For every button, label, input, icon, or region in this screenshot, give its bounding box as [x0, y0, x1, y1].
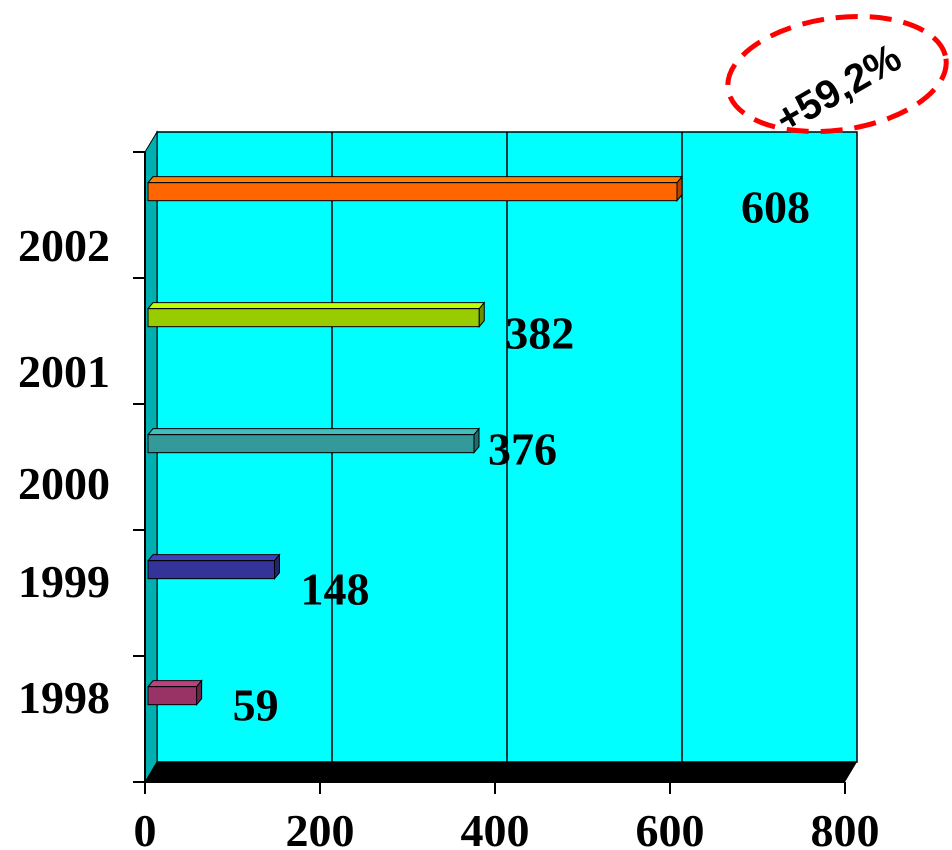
y-ticks [133, 151, 145, 783]
bar-top-face [146, 680, 203, 688]
value-label-2002: 608 [741, 182, 810, 233]
bar-front-face [147, 434, 475, 454]
plot-floor [145, 762, 857, 782]
bar-top-face [146, 428, 481, 436]
bar-front-face [147, 560, 275, 580]
bar-2000 [146, 427, 481, 455]
bar-end-face [274, 553, 280, 581]
x-tick-label: 0 [134, 805, 157, 850]
y-tick-label-1999: 1999 [18, 556, 110, 607]
y-tick-label-2000: 2000 [18, 458, 110, 509]
growth-annotation: +59,2% [725, 13, 949, 142]
bar-2001 [146, 301, 486, 329]
value-labels: 59 148 376 382 608 [233, 182, 810, 731]
x-tick-labels: 0 200 400 600 800 [134, 805, 880, 850]
bar-end-face [676, 175, 683, 203]
bar-front-face [147, 182, 678, 202]
bar-end-face [196, 679, 203, 707]
bar-front-face [147, 686, 198, 706]
value-label-1998: 59 [233, 680, 279, 731]
annotation-text: +59,2% [768, 35, 908, 141]
bars [146, 175, 684, 707]
bar-front-face [147, 308, 480, 328]
x-tick-label: 400 [461, 805, 530, 850]
bar-end-face [473, 427, 480, 455]
x-tick-label: 800 [811, 805, 880, 850]
x-ticks [144, 782, 846, 794]
bar-1999 [146, 553, 281, 581]
bar-top-face [146, 554, 281, 562]
y-tick-labels: 1998 1999 2000 2001 2002 [18, 220, 110, 723]
bar-2002 [146, 175, 684, 203]
x-tick-label: 600 [636, 805, 705, 850]
y-tick-label-1998: 1998 [18, 672, 110, 723]
value-label-2001: 382 [505, 308, 574, 359]
bar-top-face [146, 176, 684, 184]
bar-end-face [478, 301, 485, 329]
bar-top-face [146, 302, 486, 310]
value-label-2000: 376 [488, 424, 557, 475]
bar-1998 [146, 679, 203, 707]
value-label-1999: 148 [301, 564, 370, 615]
x-tick-label: 200 [286, 805, 355, 850]
annotation-ellipse [725, 13, 949, 135]
y-tick-label-2001: 2001 [18, 346, 110, 397]
y-tick-label-2002: 2002 [18, 220, 110, 271]
